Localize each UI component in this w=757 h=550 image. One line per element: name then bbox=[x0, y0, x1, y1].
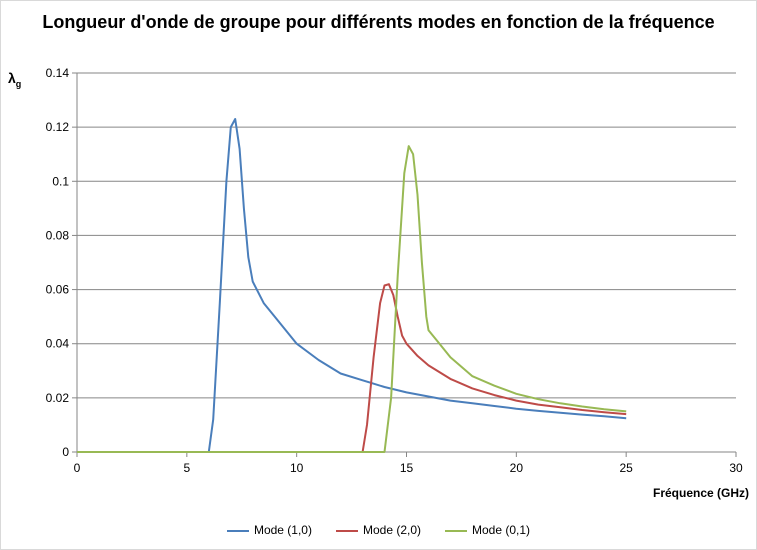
y-axis-label: λg bbox=[8, 70, 21, 89]
series-line-1 bbox=[77, 118, 627, 453]
x-axis-label: Fréquence (GHz) bbox=[652, 486, 749, 500]
series-line-3 bbox=[77, 145, 627, 453]
y-tick-label: 0 bbox=[62, 445, 69, 459]
y-tick-label: 0.08 bbox=[46, 228, 70, 242]
legend-label: Mode (2,0) bbox=[362, 522, 422, 537]
y-tick-label: 0.12 bbox=[46, 120, 70, 134]
y-tick-label: 0.04 bbox=[46, 337, 70, 351]
legend: Mode (1,0) Mode (2,0) Mode (0,1) bbox=[0, 522, 757, 537]
y-tick-label: 0.02 bbox=[46, 391, 70, 405]
x-tick-label: 10 bbox=[290, 461, 304, 475]
legend-item-3: Mode (0,1) bbox=[445, 523, 530, 537]
plot-area: 0 0.02 0.04 0.06 0.08 0.1 0.12 0.14 0 5 10 15 20 25 30 bbox=[46, 66, 743, 475]
y-tick-label: 0.06 bbox=[46, 283, 70, 297]
x-tick-label: 0 bbox=[74, 461, 81, 475]
y-axis-label-main: λ bbox=[8, 70, 16, 86]
legend-swatch bbox=[226, 529, 249, 532]
legend-swatch bbox=[335, 529, 358, 532]
y-axis-label-sub: g bbox=[15, 78, 22, 89]
series-line-2 bbox=[77, 283, 627, 453]
legend-label: Mode (1,0) bbox=[253, 522, 312, 537]
x-tick-label: 15 bbox=[400, 461, 414, 475]
y-tick-label: 0.14 bbox=[46, 66, 70, 80]
legend-item-1: Mode (1,0) bbox=[226, 522, 312, 537]
chart-title: Longueur d'onde de groupe pour différent… bbox=[42, 12, 715, 32]
legend-item-2: Mode (2,0) bbox=[335, 522, 422, 537]
x-tick-label: 5 bbox=[183, 461, 190, 475]
y-tick-label: 0.1 bbox=[52, 174, 69, 188]
x-tick-label: 20 bbox=[510, 461, 524, 475]
legend-swatch bbox=[445, 529, 468, 532]
x-tick-label: 25 bbox=[619, 461, 633, 475]
x-tick-label: 30 bbox=[729, 461, 743, 475]
legend-label: Mode (0,1) bbox=[472, 522, 531, 537]
